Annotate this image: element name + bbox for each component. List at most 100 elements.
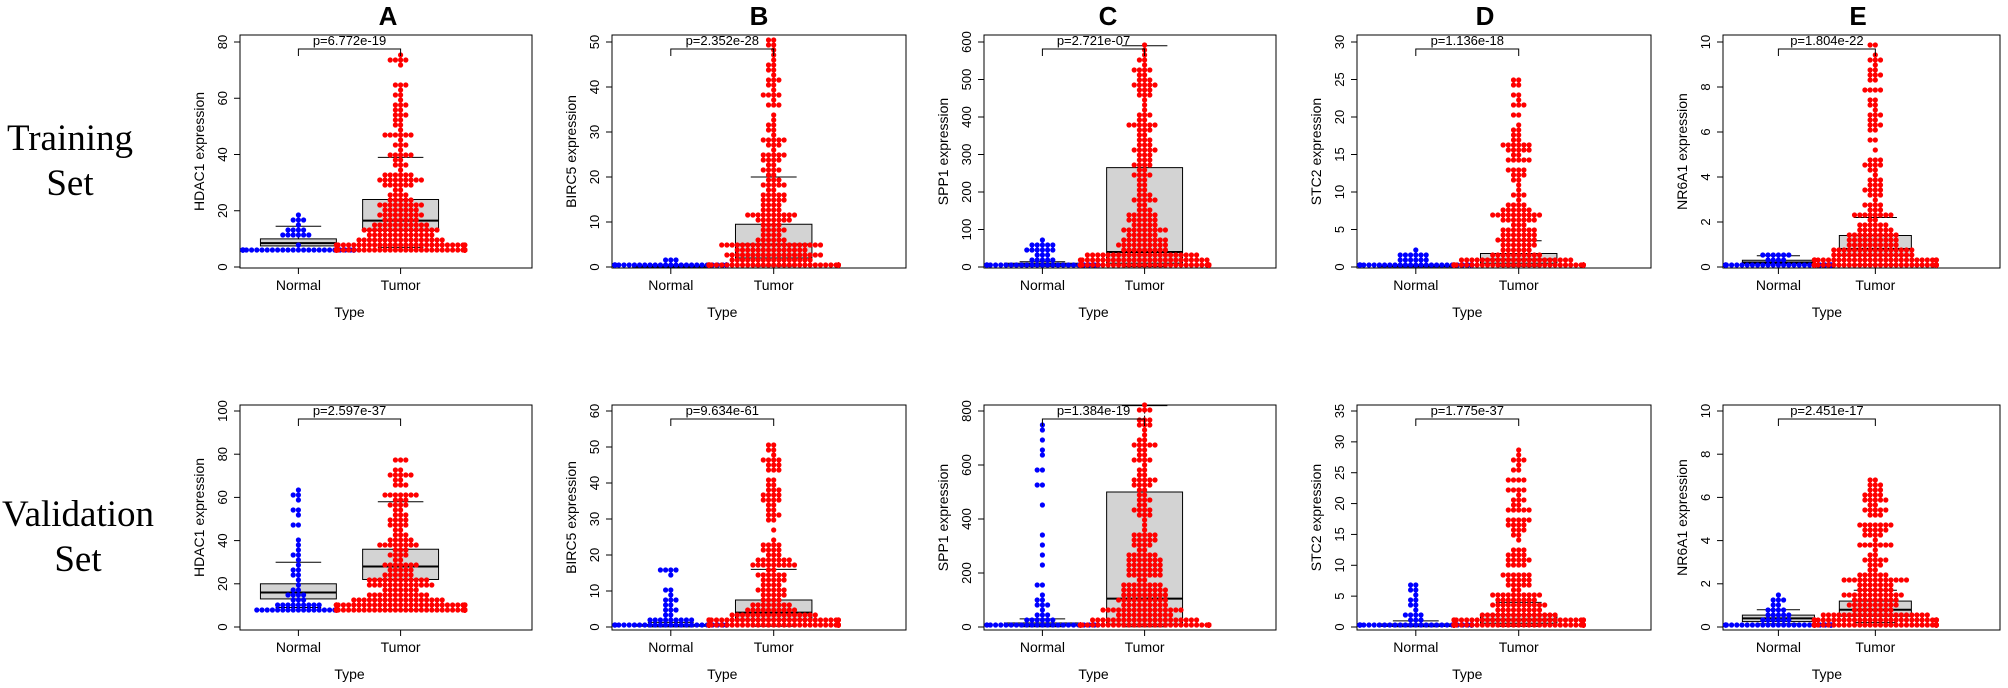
data-point-tumor: [1490, 252, 1496, 258]
data-point-tumor: [382, 237, 388, 243]
data-point-tumor: [760, 577, 766, 583]
data-point-tumor: [387, 57, 393, 63]
data-point-tumor: [408, 182, 414, 188]
data-point-tumor: [750, 252, 756, 258]
data-point-tumor: [1500, 592, 1506, 598]
data-point-tumor: [398, 582, 404, 588]
data-point-tumor: [1867, 237, 1873, 243]
data-point-normal: [280, 602, 286, 608]
data-point-tumor: [1136, 117, 1142, 123]
data-point-tumor: [1510, 527, 1517, 533]
data-point-tumor: [1510, 467, 1517, 473]
data-point-tumor: [1872, 247, 1878, 253]
data-point-tumor: [1147, 222, 1153, 228]
data-point-tumor: [765, 607, 772, 613]
data-point-tumor: [1857, 612, 1863, 618]
data-point-tumor: [424, 222, 430, 228]
data-point-tumor: [1142, 232, 1148, 238]
data-point-normal: [1413, 612, 1419, 618]
data-point-tumor: [1825, 612, 1832, 618]
data-point-tumor: [1136, 187, 1142, 193]
data-point-tumor: [1152, 242, 1158, 248]
data-point-tumor: [1872, 162, 1878, 168]
data-point-tumor: [1914, 257, 1920, 263]
data-point-tumor: [807, 612, 813, 618]
data-point-tumor: [765, 442, 772, 448]
data-point-tumor: [398, 607, 404, 613]
data-point-tumor: [439, 242, 445, 248]
data-point-tumor: [786, 247, 792, 253]
data-point-tumor: [765, 142, 772, 148]
data-point-tumor: [1142, 142, 1148, 148]
y-tick-label: 0: [1698, 623, 1713, 630]
data-point-tumor: [392, 232, 398, 238]
data-point-tumor: [1893, 262, 1899, 268]
data-point-tumor: [1510, 77, 1517, 83]
data-point-tumor: [408, 492, 414, 498]
data-point-tumor: [392, 202, 398, 208]
data-point-normal: [1775, 592, 1781, 598]
data-point-tumor: [424, 592, 430, 598]
data-point-tumor: [403, 212, 409, 218]
data-point-tumor: [1872, 42, 1878, 48]
data-point-normal: [1749, 622, 1755, 628]
data-point-tumor: [1178, 257, 1184, 263]
data-point-tumor: [372, 222, 378, 228]
data-point-tumor: [1136, 162, 1142, 168]
data-point-tumor: [1888, 262, 1894, 268]
data-point-tumor: [392, 187, 398, 193]
data-point-tumor: [403, 227, 409, 233]
data-point-tumor: [1521, 607, 1527, 613]
data-point-tumor: [1142, 237, 1148, 243]
data-point-normal: [657, 262, 664, 268]
data-point-tumor: [1142, 612, 1148, 618]
data-point-normal: [1039, 447, 1045, 453]
y-tick-label: 0: [959, 623, 974, 630]
data-point-tumor: [1136, 552, 1142, 558]
data-point-tumor: [398, 572, 404, 578]
data-point-tumor: [392, 142, 398, 148]
data-point-tumor: [1136, 157, 1142, 163]
data-point-tumor: [771, 262, 777, 268]
data-point-tumor: [1458, 262, 1465, 268]
data-point-normal: [1444, 622, 1450, 628]
data-point-tumor: [413, 247, 419, 253]
data-point-tumor: [1872, 607, 1878, 613]
data-point-tumor: [1872, 232, 1878, 238]
data-point-tumor: [797, 612, 803, 618]
data-point-tumor: [791, 247, 798, 253]
data-point-normal: [295, 597, 301, 603]
data-point-tumor: [776, 182, 782, 188]
data-point-tumor: [418, 227, 424, 233]
data-point-tumor: [745, 212, 751, 218]
data-point-tumor: [1147, 622, 1153, 628]
data-point-tumor: [786, 562, 792, 568]
data-point-tumor: [1142, 227, 1148, 233]
data-point-tumor: [1531, 252, 1537, 258]
data-point-tumor: [1888, 622, 1894, 628]
data-point-normal: [1039, 437, 1045, 443]
data-point-tumor: [750, 602, 756, 608]
data-point-tumor: [776, 602, 782, 608]
data-point-tumor: [760, 612, 766, 618]
data-point-tumor: [1526, 597, 1532, 603]
data-point-tumor: [771, 447, 777, 453]
data-point-tumor: [1883, 542, 1889, 548]
data-point-tumor: [1857, 247, 1863, 253]
data-point-tumor: [1490, 622, 1496, 628]
data-point-normal: [295, 562, 301, 568]
data-point-tumor: [1142, 407, 1148, 413]
data-point-tumor: [434, 247, 440, 253]
data-point-tumor: [392, 237, 398, 243]
data-point-normal: [616, 262, 622, 268]
data-point-tumor: [1857, 622, 1863, 628]
data-point-tumor: [1898, 622, 1904, 628]
data-point-tumor: [424, 247, 430, 253]
data-point-tumor: [1173, 607, 1179, 613]
data-point-tumor: [802, 617, 808, 623]
data-point-tumor: [771, 92, 777, 98]
y-tick-label: 800: [959, 400, 974, 422]
data-point-tumor: [1157, 562, 1163, 568]
data-point-normal: [295, 522, 301, 528]
